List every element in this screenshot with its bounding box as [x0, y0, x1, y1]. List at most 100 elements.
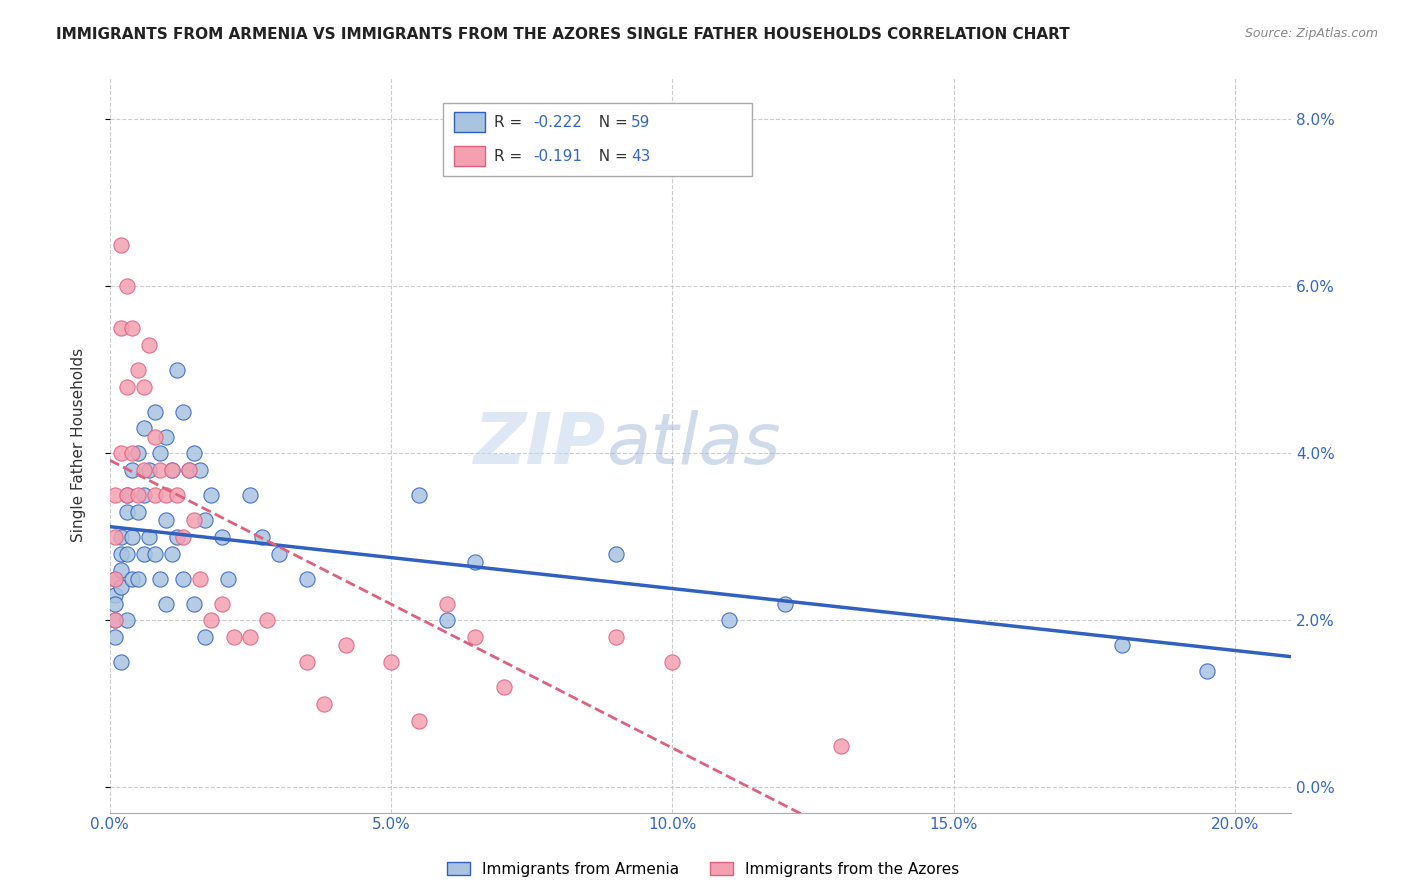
Point: [121, 530, 143, 544]
Text: -0.222: -0.222: [533, 115, 582, 129]
Point: [104, 597, 127, 611]
Text: atlas: atlas: [606, 410, 780, 480]
Point: [110, 237, 132, 252]
Point: [172, 404, 194, 418]
Point: [295, 572, 318, 586]
Point: [132, 488, 155, 502]
Point: [183, 597, 205, 611]
Point: [110, 446, 132, 460]
Text: 59: 59: [631, 115, 651, 129]
Text: IMMIGRANTS FROM ARMENIA VS IMMIGRANTS FROM THE AZORES SINGLE FATHER HOUSEHOLDS C: IMMIGRANTS FROM ARMENIA VS IMMIGRANTS FR…: [56, 27, 1070, 42]
Point: [127, 572, 149, 586]
Point: [104, 614, 127, 628]
Point: [155, 513, 177, 527]
Point: [492, 680, 515, 694]
Point: [436, 597, 458, 611]
Point: [172, 572, 194, 586]
Point: [143, 488, 166, 502]
Point: [172, 530, 194, 544]
Point: [115, 379, 138, 393]
Point: [115, 488, 138, 502]
Point: [149, 463, 172, 477]
Point: [127, 446, 149, 460]
Point: [121, 463, 143, 477]
Point: [127, 488, 149, 502]
Point: [115, 547, 138, 561]
Point: [104, 588, 127, 602]
Point: [104, 572, 127, 586]
Point: [267, 547, 290, 561]
Point: [143, 547, 166, 561]
Point: [1195, 664, 1218, 678]
Point: [110, 321, 132, 335]
Point: [166, 530, 188, 544]
Text: ZIP: ZIP: [474, 410, 606, 480]
Point: [160, 463, 183, 477]
Point: [464, 555, 486, 569]
Point: [188, 572, 211, 586]
Point: [166, 363, 188, 377]
Point: [149, 446, 172, 460]
Point: [115, 488, 138, 502]
Point: [104, 530, 127, 544]
Point: [200, 488, 222, 502]
Point: [138, 463, 160, 477]
Point: [183, 446, 205, 460]
Y-axis label: Single Father Households: Single Father Households: [72, 348, 86, 542]
Point: [160, 547, 183, 561]
Point: [605, 630, 627, 644]
Point: [127, 363, 149, 377]
Point: [110, 580, 132, 594]
Point: [155, 488, 177, 502]
Point: [211, 597, 233, 611]
Point: [166, 488, 188, 502]
Point: [200, 614, 222, 628]
Point: [138, 530, 160, 544]
Point: [132, 463, 155, 477]
Text: R =: R =: [494, 149, 527, 163]
Point: [295, 655, 318, 669]
Point: [222, 630, 245, 644]
Point: [110, 563, 132, 577]
Point: [160, 463, 183, 477]
Point: [408, 488, 430, 502]
Point: [217, 572, 239, 586]
Legend: Immigrants from Armenia, Immigrants from the Azores: Immigrants from Armenia, Immigrants from…: [439, 854, 967, 884]
Point: [312, 697, 335, 711]
Point: [239, 630, 262, 644]
Point: [110, 655, 132, 669]
Point: [104, 630, 127, 644]
Point: [110, 547, 132, 561]
Point: [143, 404, 166, 418]
Point: [104, 614, 127, 628]
Point: [104, 572, 127, 586]
Point: [121, 572, 143, 586]
Point: [250, 530, 273, 544]
Point: [155, 430, 177, 444]
Point: [121, 446, 143, 460]
Point: [239, 488, 262, 502]
Point: [104, 488, 127, 502]
Point: [464, 630, 486, 644]
Point: [194, 630, 217, 644]
Point: [132, 379, 155, 393]
Point: [138, 337, 160, 351]
Point: [132, 421, 155, 435]
Point: [717, 614, 740, 628]
Point: [830, 739, 852, 753]
Point: [194, 513, 217, 527]
Point: [143, 430, 166, 444]
Text: Source: ZipAtlas.com: Source: ZipAtlas.com: [1244, 27, 1378, 40]
Point: [177, 463, 200, 477]
Point: [408, 714, 430, 728]
Point: [115, 505, 138, 519]
Point: [256, 614, 278, 628]
Point: [211, 530, 233, 544]
Point: [183, 513, 205, 527]
Point: [335, 639, 357, 653]
Point: [380, 655, 402, 669]
Text: N =: N =: [589, 149, 633, 163]
Point: [149, 572, 172, 586]
Point: [1111, 639, 1133, 653]
Point: [177, 463, 200, 477]
